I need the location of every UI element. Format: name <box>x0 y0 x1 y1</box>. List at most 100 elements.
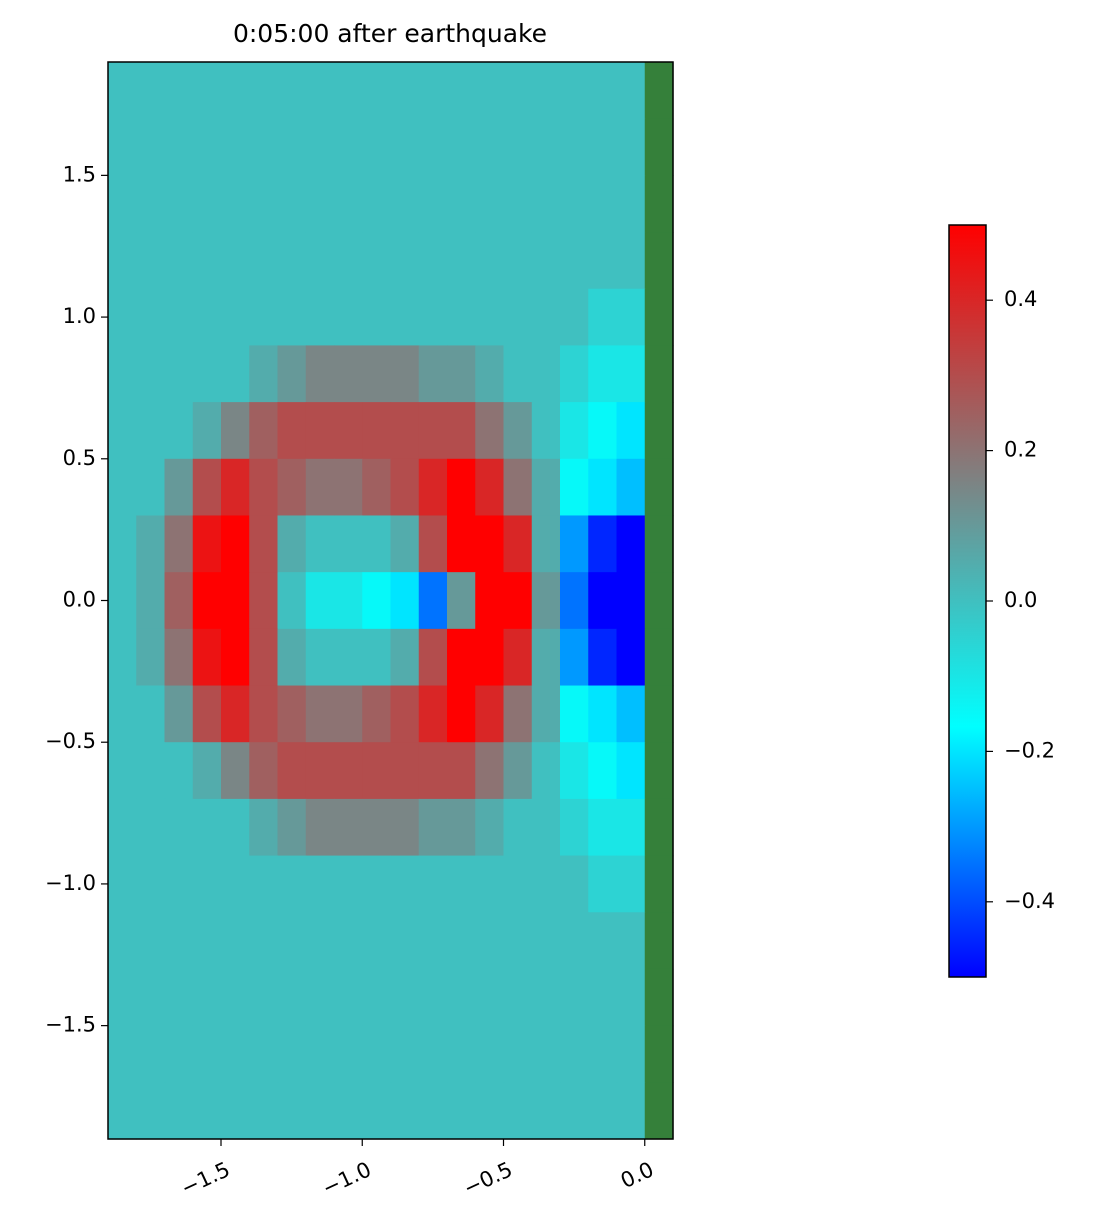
heatmap-cell <box>475 685 505 743</box>
heatmap-cell <box>418 232 448 290</box>
y-tick-label: 1.0 <box>63 304 96 328</box>
heatmap-cell <box>305 572 335 630</box>
heatmap-cell <box>192 1025 222 1083</box>
heatmap-cell <box>221 742 250 800</box>
heatmap-cell <box>192 855 222 913</box>
heatmap-cell <box>644 515 674 573</box>
heatmap-cell <box>305 288 335 347</box>
heatmap-cell <box>164 288 194 347</box>
heatmap-cell <box>531 175 561 233</box>
heatmap-cell <box>221 402 250 460</box>
heatmap-cell <box>644 742 674 800</box>
heatmap-cell <box>616 1025 646 1083</box>
heatmap-cell <box>447 232 476 290</box>
heatmap-cell <box>164 175 194 233</box>
heatmap-cell <box>334 742 363 800</box>
heatmap-cell <box>560 175 589 233</box>
heatmap-cell <box>305 855 335 913</box>
heatmap-cell <box>390 118 420 176</box>
heatmap-cell <box>531 855 561 913</box>
heatmap-cell <box>588 232 618 290</box>
heatmap-cell <box>221 572 250 630</box>
heatmap-cell <box>447 968 476 1027</box>
heatmap-cell <box>447 118 476 176</box>
heatmap-cell <box>475 628 505 687</box>
heatmap-cell <box>616 798 646 857</box>
heatmap-cell <box>136 1082 166 1140</box>
heatmap-cell <box>164 118 194 176</box>
heatmap-cell <box>418 572 448 630</box>
heatmap-cell <box>277 912 307 970</box>
heatmap-cell <box>192 458 222 517</box>
heatmap-cell <box>644 232 674 290</box>
heatmap-cell <box>192 62 222 120</box>
heatmap-cell <box>221 968 250 1027</box>
heatmap-cell <box>503 402 533 460</box>
heatmap-cell <box>362 912 392 970</box>
heatmap-cell <box>644 685 674 743</box>
heatmap-cell <box>305 742 335 800</box>
heatmap-cell <box>108 968 137 1027</box>
heatmap-cell <box>305 628 335 687</box>
heatmap-cell <box>447 912 476 970</box>
heatmap-cell <box>503 232 533 290</box>
heatmap-cell <box>531 1082 561 1140</box>
heatmap-cell <box>108 175 137 233</box>
heatmap-cell <box>560 628 589 687</box>
heatmap-cell <box>560 798 589 857</box>
heatmap-cell <box>277 402 307 460</box>
heatmap-cell <box>503 345 533 403</box>
heatmap-cell <box>277 685 307 743</box>
heatmap-cell <box>249 288 279 347</box>
heatmap-cell <box>644 798 674 857</box>
colorbar <box>948 224 987 978</box>
heatmap-cell <box>249 232 279 290</box>
heatmap-cell <box>192 288 222 347</box>
heatmap-cell <box>390 62 420 120</box>
heatmap-cell <box>475 515 505 573</box>
heatmap-cell <box>277 458 307 517</box>
heatmap-cell <box>334 685 363 743</box>
heatmap-cell <box>560 458 589 517</box>
heatmap-cell <box>588 62 618 120</box>
heatmap-cell <box>616 1082 646 1140</box>
heatmap-cell <box>164 855 194 913</box>
heatmap-cell <box>588 402 618 460</box>
heatmap-cell <box>108 912 137 970</box>
heatmap-cell <box>560 572 589 630</box>
heatmap-cell <box>362 628 392 687</box>
heatmap-cell <box>447 798 476 857</box>
y-tick-label: −0.5 <box>45 729 96 753</box>
heatmap-cell <box>588 742 618 800</box>
heatmap-cell <box>305 175 335 233</box>
heatmap-cell <box>503 572 533 630</box>
heatmap-cell <box>221 1082 250 1140</box>
heatmap-cell <box>588 175 618 233</box>
y-tick-label: −1.0 <box>45 871 96 895</box>
heatmap-cell <box>221 1025 250 1083</box>
heatmap-cell <box>362 288 392 347</box>
heatmap-cell <box>390 345 420 403</box>
heatmap-cell <box>277 345 307 403</box>
heatmap-cell <box>644 855 674 913</box>
heatmap-cell <box>277 742 307 800</box>
heatmap-cell <box>108 458 137 517</box>
heatmap-cell <box>136 345 166 403</box>
heatmap-cell <box>616 572 646 630</box>
heatmap-cell <box>108 628 137 687</box>
heatmap-cell <box>560 855 589 913</box>
heatmap-cell <box>390 458 420 517</box>
heatmap-cell <box>418 118 448 176</box>
heatmap-cell <box>249 515 279 573</box>
heatmap-cell <box>390 288 420 347</box>
heatmap-cell <box>362 1082 392 1140</box>
heatmap-cell <box>136 62 166 120</box>
heatmap-cell <box>362 175 392 233</box>
heatmap-cell <box>644 402 674 460</box>
heatmap-cell <box>616 118 646 176</box>
heatmap-cell <box>164 62 194 120</box>
heatmap-cell <box>503 685 533 743</box>
heatmap-cell <box>560 345 589 403</box>
heatmap-cell <box>221 345 250 403</box>
heatmap-cell <box>531 62 561 120</box>
